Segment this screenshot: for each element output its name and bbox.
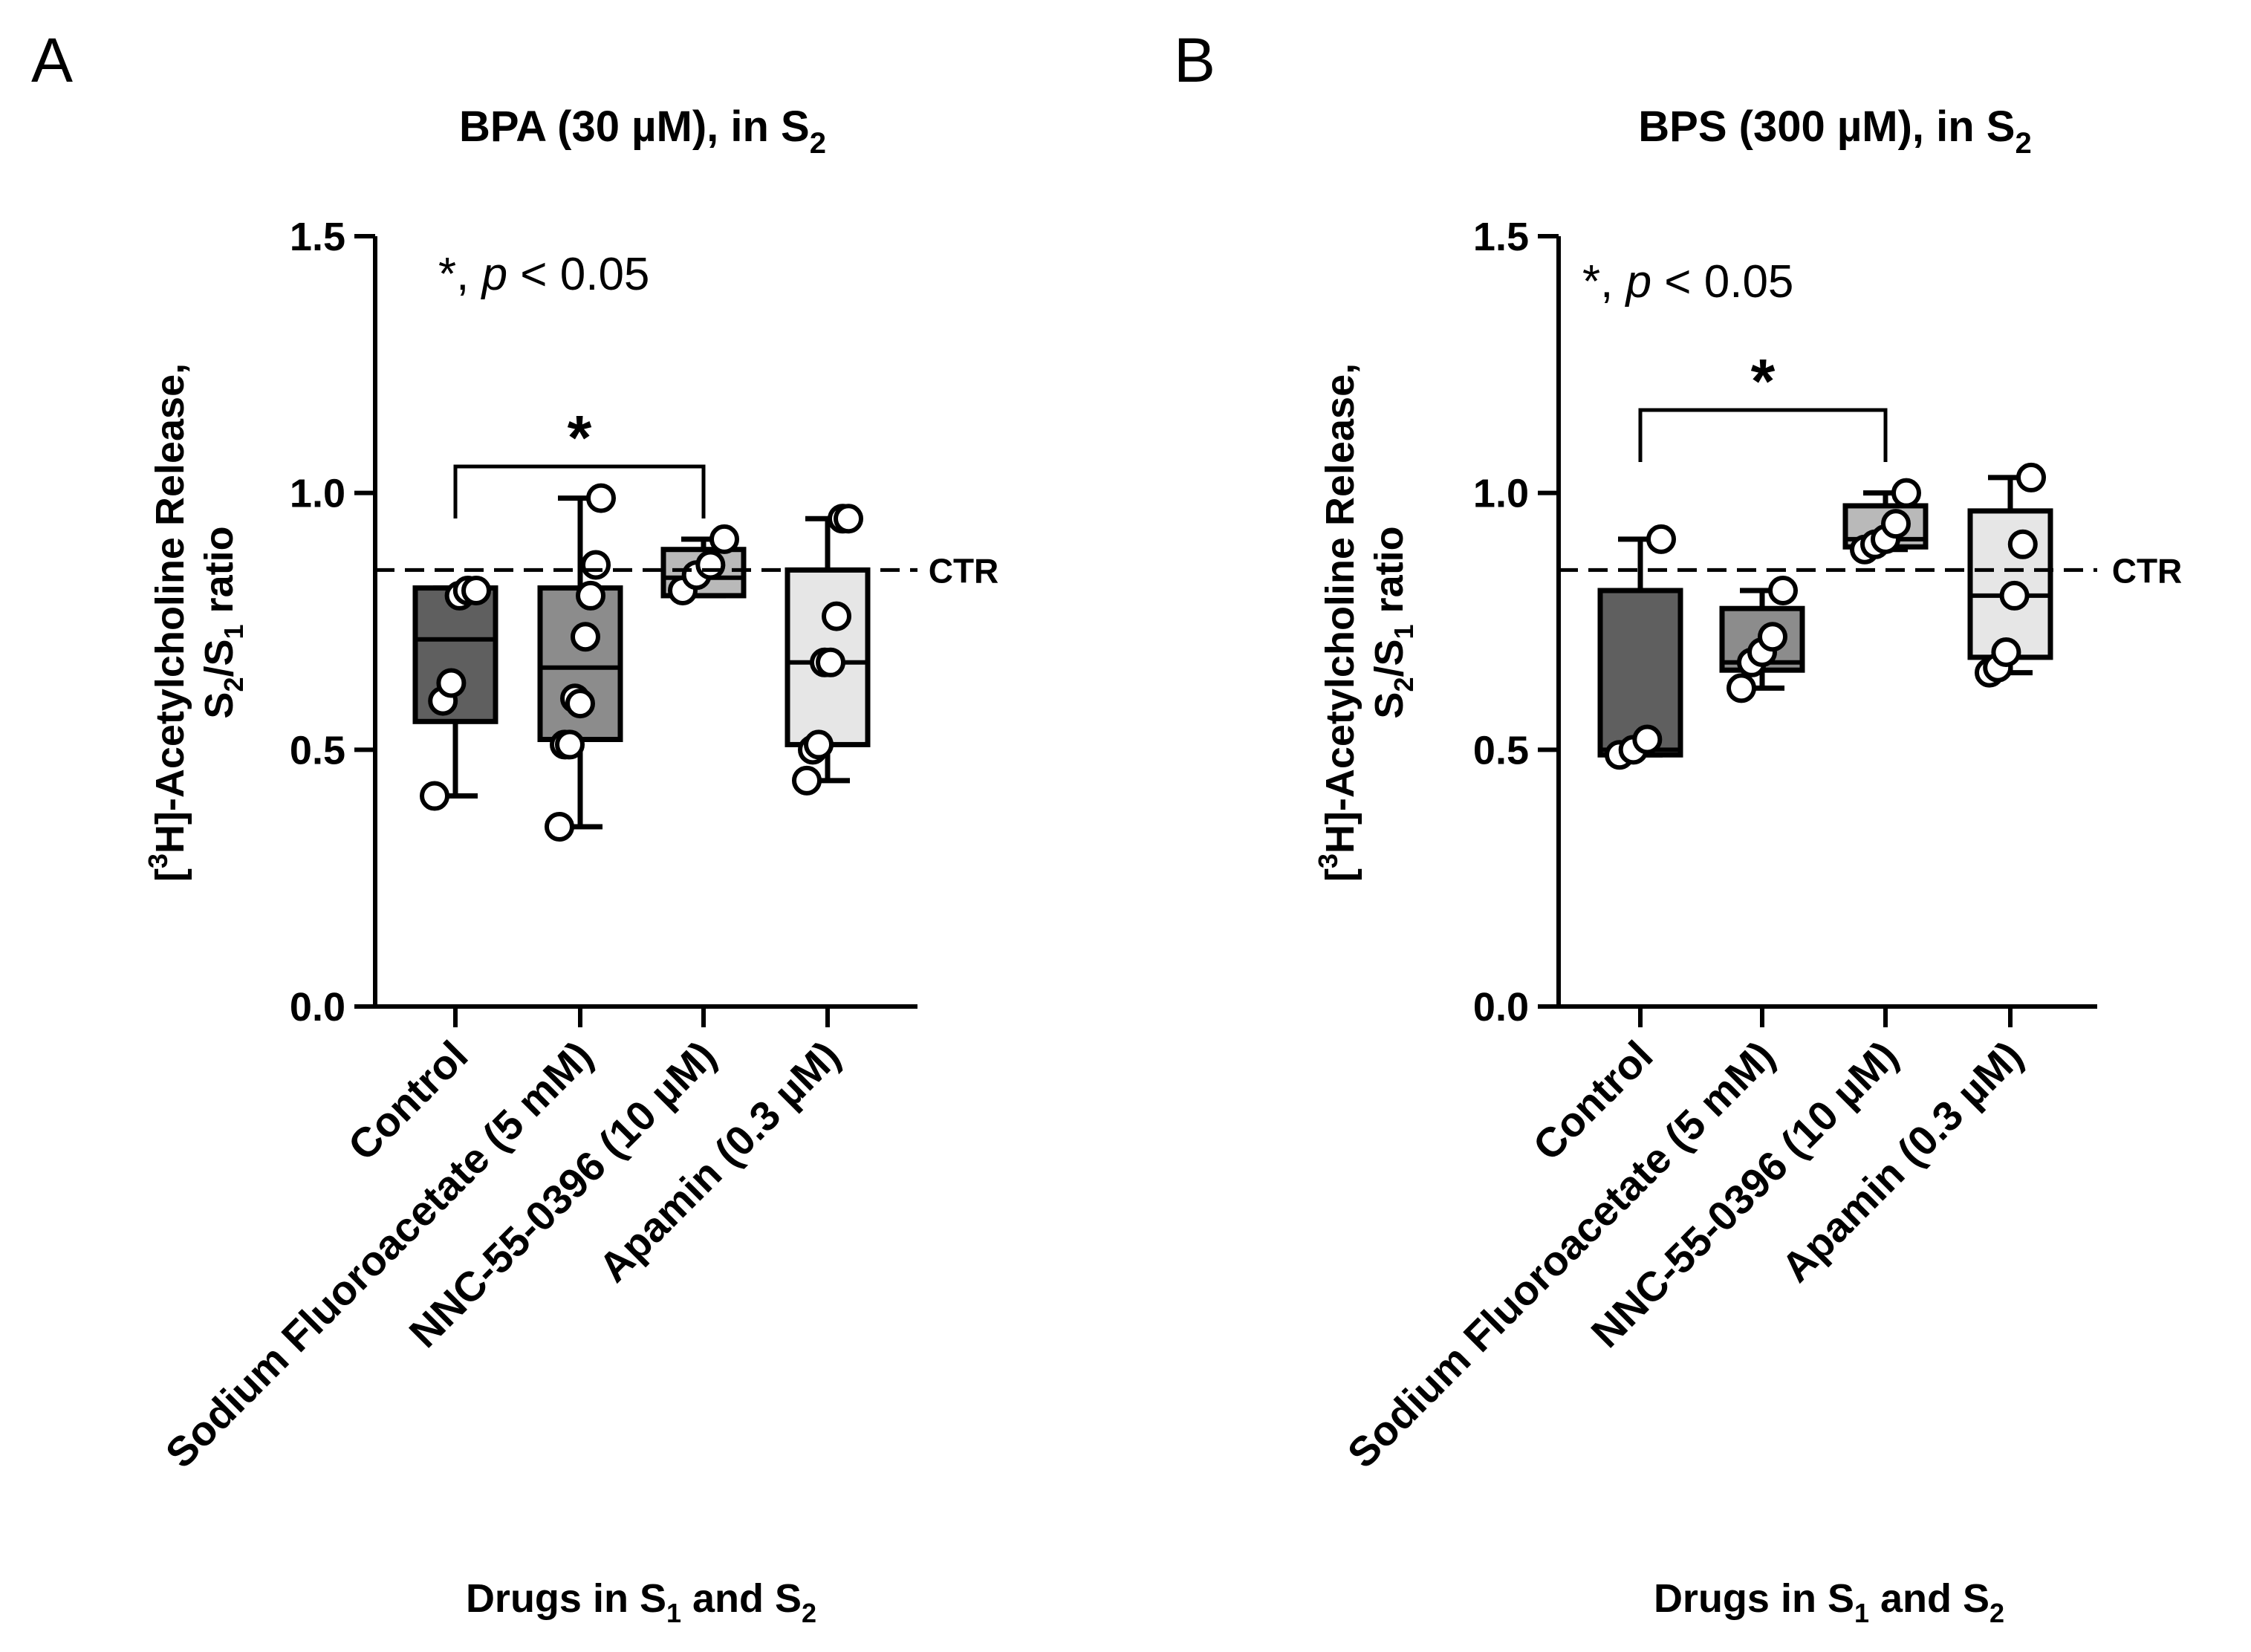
y-axis-label-line1: [3H]-Acetylcholine Release, <box>143 363 192 882</box>
data-point <box>1727 673 1756 703</box>
box-2 <box>1842 478 1929 565</box>
data-point <box>1881 509 1911 539</box>
data-point <box>586 483 616 513</box>
category-label: Apamin (0.3 µM) <box>1773 1032 2032 1291</box>
y-tick-label: 0.5 <box>290 728 345 773</box>
data-point <box>420 781 449 811</box>
panel-a: A BPA (30 µM), in S2 0.0 0.5 1.0 1.5 [3H]-Acet… <box>31 25 998 1628</box>
y-tick-label: 0.5 <box>1473 728 1529 773</box>
data-point <box>834 504 863 534</box>
box-0 <box>412 576 498 811</box>
y-axis-label-line2: S2/S1 ratio <box>197 526 249 718</box>
data-point <box>1646 524 1676 554</box>
data-point <box>695 550 726 580</box>
data-point <box>1999 580 2030 611</box>
data-point <box>1758 622 1787 652</box>
panel-b: B BPS (300 µM), in S2 0.0 0.5 1.0 1.5 [3H]-Ace… <box>1174 25 2182 1628</box>
data-point <box>565 689 595 719</box>
significance-star: * <box>568 403 592 472</box>
data-point <box>2007 529 2038 559</box>
box-3 <box>785 504 871 796</box>
p-value-annotation: *, p < 0.05 <box>1582 256 1793 308</box>
box-0 <box>1597 524 1683 770</box>
box-1 <box>537 483 623 842</box>
data-point <box>1632 724 1663 755</box>
data-point <box>1991 637 2021 667</box>
data-point <box>461 576 491 606</box>
x-axis-label: Drugs in S1 and S2 <box>1654 1576 2004 1628</box>
data-point <box>571 622 600 652</box>
box-1 <box>1719 576 1805 703</box>
panel-label: A <box>31 25 73 95</box>
significance-star: * <box>1751 346 1776 416</box>
chart-title: BPS (300 µM), in S2 <box>1638 103 2031 160</box>
reference-line-label: CTR <box>929 551 999 590</box>
category-label: Apamin (0.3 µM) <box>590 1032 849 1291</box>
data-point <box>2016 462 2046 492</box>
data-point <box>1768 576 1798 606</box>
y-axis-label-line1: [3H]-Acetylcholine Release, <box>1313 363 1362 882</box>
y-tick-label: 1.0 <box>290 472 345 516</box>
data-point <box>816 647 845 677</box>
reference-line-label: CTR <box>2112 551 2183 590</box>
data-point <box>822 601 851 631</box>
significance-bracket <box>453 464 706 518</box>
data-point <box>576 580 605 611</box>
chart-title: BPA (30 µM), in S2 <box>459 103 826 160</box>
x-axis-label: Drugs in S1 and S2 <box>466 1576 816 1628</box>
data-point <box>555 729 585 760</box>
data-point <box>581 550 611 580</box>
y-axis-label-line2: S2/S1 ratio <box>1367 526 1419 718</box>
y-tick-label: 1.5 <box>290 215 345 259</box>
y-tick-label: 0.0 <box>1473 985 1529 1030</box>
p-value-annotation: *, p < 0.05 <box>438 249 649 300</box>
y-tick-label: 0.0 <box>290 985 345 1030</box>
data-point <box>804 729 834 760</box>
y-axis-label: [3H]-Acetylcholine Release, S2/S1 ratio <box>143 363 249 882</box>
data-point <box>709 524 739 554</box>
data-point <box>792 765 822 796</box>
panel-label: B <box>1174 25 1215 95</box>
y-tick-label: 1.5 <box>1473 215 1529 259</box>
box-2 <box>660 524 747 606</box>
data-point <box>436 668 467 698</box>
box-3 <box>1967 462 2053 688</box>
significance-bracket <box>1638 408 1888 462</box>
y-axis-label: [3H]-Acetylcholine Release, S2/S1 ratio <box>1313 363 1419 882</box>
data-point <box>545 812 574 842</box>
data-point <box>1891 478 1921 508</box>
y-tick-label: 1.0 <box>1473 472 1529 516</box>
